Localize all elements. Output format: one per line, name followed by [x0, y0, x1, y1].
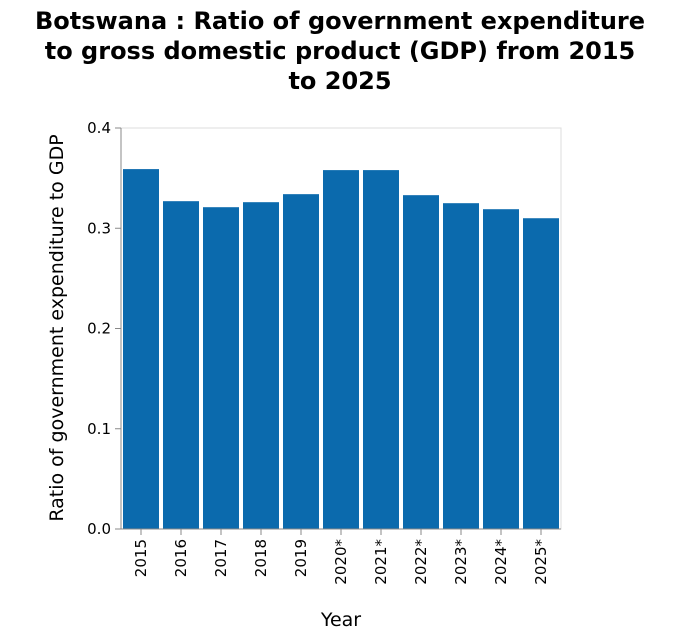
- bar-2020-projected: [323, 170, 359, 530]
- x-tick-label: 2022*: [412, 539, 430, 585]
- x-tick-label: 2023*: [452, 539, 470, 585]
- bar-2021-projected: [363, 170, 399, 530]
- x-tick-label: 2021*: [372, 539, 390, 585]
- chart-title-line-2: to gross domestic product (GDP) from 201…: [44, 37, 636, 65]
- chart-title-line-3: to 2025: [288, 67, 392, 95]
- x-axis-title: Year: [320, 609, 361, 631]
- chart-title-line-1: Botswana : Ratio of government expenditu…: [34, 7, 646, 35]
- bars-group: [123, 169, 559, 530]
- x-tick-label: 2018: [252, 539, 270, 577]
- bar-2025-projected: [523, 218, 559, 529]
- y-axis: 0.0 0.1 0.2 0.3 0.4: [87, 119, 122, 538]
- bar-2019: [283, 194, 319, 530]
- bar-2017: [203, 207, 239, 529]
- x-tick-label: 2016: [172, 539, 190, 577]
- x-tick-label: 2019: [292, 539, 310, 577]
- x-tick-label: 2017: [212, 539, 230, 577]
- y-tick-label: 0.0: [87, 520, 111, 538]
- x-tick-label: 2024*: [492, 539, 510, 585]
- x-tick-label: 2025*: [532, 539, 550, 585]
- x-tick-label: 2020*: [332, 539, 350, 585]
- y-tick-label: 0.2: [87, 320, 111, 338]
- chart-title: Botswana : Ratio of government expenditu…: [0, 6, 680, 96]
- y-tick-label: 0.1: [87, 420, 111, 438]
- bar-2018: [243, 202, 279, 529]
- bar-2023-projected: [443, 203, 479, 529]
- bar-2022-projected: [403, 195, 439, 530]
- x-axis: 2015 2016 2017 2018 2019 2020* 2021* 2022* 2023*…: [121, 528, 561, 585]
- bar-2024-projected: [483, 209, 519, 529]
- y-tick-label: 0.3: [87, 219, 111, 237]
- bar-2015: [123, 169, 159, 530]
- y-tick-label: 0.4: [87, 119, 111, 137]
- y-axis-title: Ratio of government expenditure to GDP: [46, 134, 68, 521]
- x-tick-label: 2015: [132, 539, 150, 577]
- bar-2016: [163, 201, 199, 529]
